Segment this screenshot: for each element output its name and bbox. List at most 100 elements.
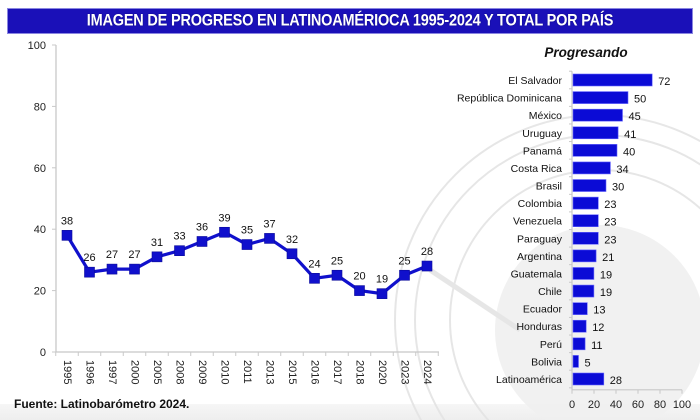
bar <box>572 302 588 315</box>
bar-value-label: 21 <box>602 252 614 264</box>
chart-title: IMAGEN DE PROGRESO EN LATINOAMÉRIOCA 199… <box>86 11 614 31</box>
bar-x-tick-label: 20 <box>588 399 600 411</box>
y-tick-label: 80 <box>34 101 46 113</box>
category-label: Honduras <box>516 321 562 333</box>
data-point-marker <box>421 260 433 272</box>
x-tick-label: 2010 <box>219 360 231 384</box>
x-tick-label: 2009 <box>196 360 208 384</box>
bar-value-label: 23 <box>604 199 616 211</box>
category-label: Uruguay <box>522 128 562 140</box>
data-label: 35 <box>241 225 253 237</box>
data-label: 28 <box>421 246 433 258</box>
bar <box>572 126 619 140</box>
data-label: 20 <box>353 271 365 283</box>
category-label: Brasil <box>536 181 562 193</box>
category-label: Perú <box>540 339 562 351</box>
bar <box>572 372 605 386</box>
data-label: 25 <box>398 255 410 267</box>
category-label: Panamá <box>523 145 562 157</box>
x-tick-label: 2013 <box>264 360 276 384</box>
bar <box>572 161 611 175</box>
bar-value-label: 19 <box>600 269 612 281</box>
bar <box>572 144 618 157</box>
bar-value-label: 19 <box>600 287 612 299</box>
category-label: República Dominicana <box>457 93 562 105</box>
bar-x-tick-label: 80 <box>654 399 666 411</box>
data-point-marker <box>309 273 320 284</box>
bar <box>572 179 607 192</box>
bar-x-tick-label: 40 <box>610 399 622 411</box>
bar-value-label: 30 <box>612 182 624 194</box>
bar <box>572 91 629 104</box>
category-label: Paraguay <box>517 233 563 245</box>
bar-value-label: 11 <box>591 340 602 352</box>
category-label: Costa Rica <box>511 163 563 175</box>
bar <box>572 249 597 263</box>
bar <box>572 267 595 280</box>
title-banner: IMAGEN DE PROGRESO EN LATINOAMÉRIOCA 199… <box>7 8 693 34</box>
category-label: Venezuela <box>513 216 562 228</box>
bar <box>572 231 599 245</box>
bar <box>572 284 595 298</box>
bar <box>572 214 599 228</box>
data-label: 19 <box>376 274 388 286</box>
category-label: Bolivia <box>531 356 562 368</box>
category-label: México <box>529 110 562 122</box>
data-point-marker <box>354 285 365 296</box>
bar-chart-title: Progresando <box>544 45 627 60</box>
bar-value-label: 23 <box>604 217 616 229</box>
data-label: 27 <box>128 249 140 261</box>
data-label: 39 <box>218 212 230 224</box>
bar <box>572 73 653 87</box>
x-tick-label: 1997 <box>106 360 118 384</box>
x-tick-label: 2011 <box>241 360 253 384</box>
bar <box>572 196 599 210</box>
bar-value-label: 45 <box>629 111 641 123</box>
data-label: 33 <box>173 231 185 243</box>
x-tick-label: 2005 <box>151 360 163 384</box>
category-label: Argentina <box>517 251 562 263</box>
data-point-marker <box>331 269 343 281</box>
bar-x-tick-label: 100 <box>673 399 691 411</box>
data-label: 26 <box>83 252 95 264</box>
category-label: Colombia <box>518 198 563 210</box>
x-tick-label: 2017 <box>331 360 343 384</box>
x-tick-label: 2020 <box>376 360 388 384</box>
data-point-marker <box>376 288 388 299</box>
bar-value-label: 13 <box>593 305 605 317</box>
data-point-marker <box>219 226 230 238</box>
bar-x-tick-label: 0 <box>569 399 575 411</box>
data-point-marker <box>241 239 253 250</box>
data-point-marker <box>399 269 410 281</box>
category-label: El Salvador <box>508 75 562 87</box>
bar-value-label: 5 <box>585 357 591 369</box>
data-point-marker <box>129 263 140 275</box>
bar-value-label: 50 <box>634 94 646 106</box>
background-band <box>0 404 700 420</box>
category-label: Guatemala <box>511 268 563 280</box>
x-tick-label: 2023 <box>399 360 411 384</box>
x-tick-label: 2000 <box>129 360 141 384</box>
y-tick-label: 0 <box>40 347 46 359</box>
data-label: 25 <box>331 255 343 267</box>
y-tick-label: 20 <box>34 286 46 298</box>
category-label: Latinoamérica <box>496 374 562 386</box>
category-label: Chile <box>538 286 562 298</box>
data-label: 27 <box>106 249 118 261</box>
x-tick-label: 2015 <box>286 360 298 384</box>
data-point-marker <box>151 251 163 263</box>
bar-value-label: 23 <box>604 234 616 246</box>
data-point-marker <box>264 233 275 244</box>
bar <box>572 108 623 122</box>
y-tick-label: 60 <box>34 163 46 175</box>
x-tick-label: 1996 <box>84 360 96 384</box>
category-label: Ecuador <box>523 304 563 316</box>
source-note: Fuente: Latinobarómetro 2024. <box>14 397 190 411</box>
data-point-marker <box>61 230 73 241</box>
x-tick-label: 2016 <box>309 360 321 384</box>
y-tick-label: 40 <box>34 224 46 236</box>
data-label: 31 <box>151 237 163 249</box>
bar <box>572 355 579 368</box>
bar-value-label: 40 <box>623 146 635 158</box>
